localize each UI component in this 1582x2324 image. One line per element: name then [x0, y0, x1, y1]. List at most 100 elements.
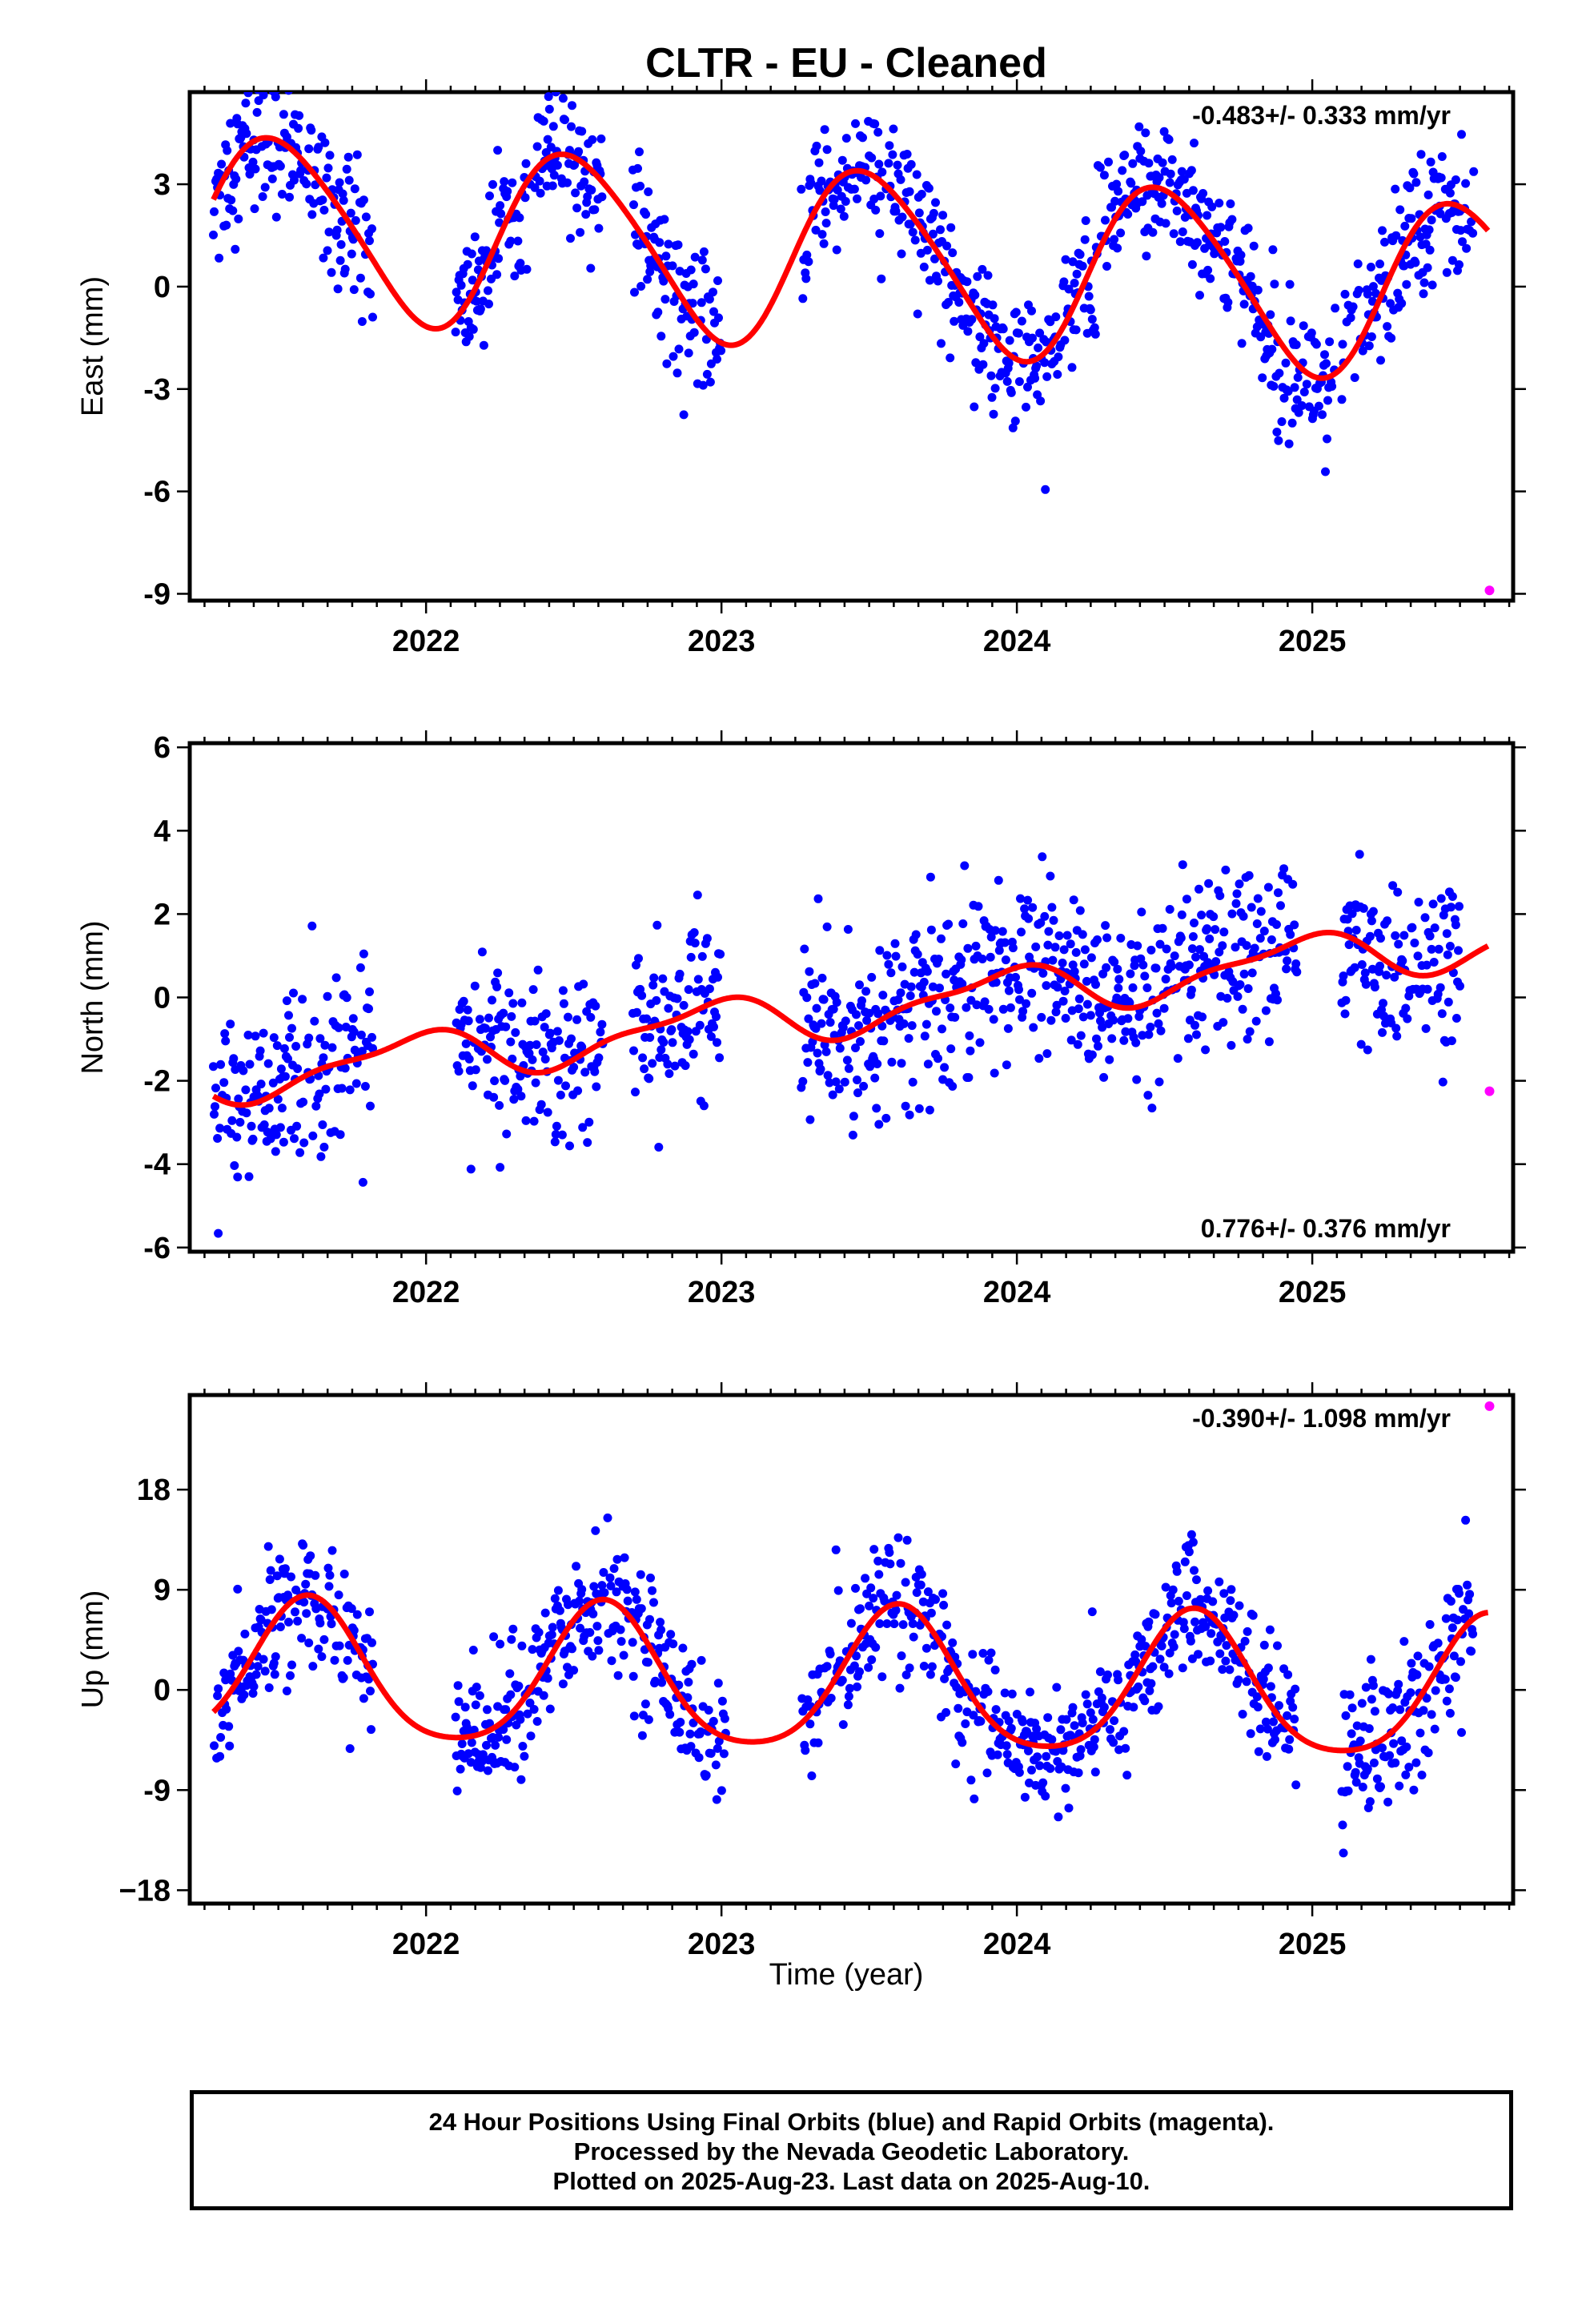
- final-orbit-point: [1075, 250, 1085, 259]
- final-orbit-point: [1367, 916, 1376, 926]
- final-orbit-point: [908, 1077, 917, 1087]
- final-orbit-point: [1002, 1060, 1011, 1070]
- final-orbit-point: [685, 1729, 695, 1739]
- final-orbit-point: [1071, 947, 1081, 957]
- final-orbit-point: [1042, 1049, 1052, 1059]
- final-orbit-point: [1337, 395, 1347, 404]
- final-orbit-point: [1048, 955, 1058, 965]
- final-orbit-point: [590, 205, 600, 215]
- final-orbit-point: [485, 191, 494, 201]
- final-orbit-point: [301, 1579, 311, 1589]
- final-orbit-point: [1383, 916, 1392, 926]
- final-orbit-point: [963, 327, 973, 336]
- final-orbit-point: [543, 135, 552, 144]
- final-orbit-point: [659, 1038, 669, 1047]
- final-orbit-point: [1407, 1659, 1416, 1668]
- final-orbit-point: [479, 340, 488, 350]
- final-orbit-point: [1114, 975, 1124, 984]
- final-orbit-point: [841, 197, 850, 206]
- final-orbit-point: [1028, 333, 1037, 343]
- final-orbit-point: [1074, 1004, 1083, 1014]
- final-orbit-point: [867, 972, 877, 982]
- final-orbit-point: [853, 1682, 861, 1691]
- final-orbit-point: [456, 280, 466, 290]
- final-orbit-point: [552, 160, 562, 170]
- final-orbit-point: [831, 1545, 841, 1554]
- final-orbit-point: [812, 1003, 821, 1013]
- final-orbit-point: [263, 1542, 273, 1551]
- final-orbit-point: [954, 1703, 963, 1713]
- final-orbit-point: [1463, 1580, 1472, 1590]
- final-orbit-point: [716, 950, 725, 959]
- final-orbit-point: [927, 1662, 937, 1671]
- final-orbit-point: [1238, 1710, 1247, 1719]
- final-orbit-point: [717, 1696, 727, 1706]
- final-orbit-point: [1433, 1638, 1443, 1648]
- final-orbit-point: [1461, 179, 1471, 188]
- final-orbit-point: [865, 1008, 874, 1018]
- final-orbit-point: [239, 1066, 248, 1076]
- final-orbit-point: [1279, 864, 1289, 874]
- final-orbit-point: [548, 1622, 557, 1632]
- final-orbit-point: [220, 1029, 230, 1039]
- final-orbit-point: [585, 1628, 595, 1637]
- final-orbit-point: [877, 1672, 887, 1682]
- final-orbit-point: [965, 1031, 974, 1040]
- final-orbit-point: [271, 92, 280, 102]
- final-orbit-point: [1240, 1636, 1250, 1646]
- final-orbit-point: [946, 1003, 955, 1013]
- final-orbit-point: [1427, 280, 1437, 290]
- final-orbit-point: [1227, 1040, 1236, 1050]
- final-orbit-point: [1420, 913, 1430, 923]
- final-orbit-point: [592, 1082, 601, 1092]
- final-orbit-point: [548, 181, 557, 191]
- final-orbit-point: [1422, 1694, 1431, 1703]
- final-orbit-point: [1447, 1623, 1457, 1633]
- final-orbit-point: [1283, 1670, 1293, 1679]
- final-orbit-point: [1221, 865, 1231, 875]
- final-orbit-point: [459, 996, 468, 1006]
- final-orbit-point: [606, 1581, 616, 1590]
- final-orbit-point: [1157, 1641, 1166, 1651]
- final-orbit-point: [484, 300, 493, 309]
- final-orbit-point: [889, 124, 898, 134]
- final-orbit-point: [1148, 1662, 1158, 1671]
- final-orbit-point: [661, 251, 671, 261]
- final-orbit-point: [1080, 235, 1090, 244]
- final-orbit-point: [222, 1704, 231, 1714]
- final-orbit-point: [820, 125, 829, 135]
- final-orbit-point: [1175, 237, 1185, 247]
- final-orbit-point: [1114, 983, 1123, 993]
- final-orbit-point: [705, 295, 714, 304]
- final-orbit-point: [1136, 147, 1146, 156]
- final-orbit-point: [813, 1738, 823, 1747]
- final-orbit-point: [1180, 1557, 1190, 1566]
- final-orbit-point: [1033, 1752, 1042, 1762]
- final-orbit-point: [910, 235, 920, 245]
- final-orbit-point: [1409, 169, 1419, 179]
- final-orbit-point: [912, 1588, 921, 1598]
- final-orbit-point: [684, 985, 693, 995]
- y-tick-label-east: -6: [143, 476, 171, 509]
- final-orbit-point: [349, 1626, 359, 1635]
- final-orbit-point: [517, 1641, 527, 1651]
- x-tick-label-north: 2024: [983, 1276, 1051, 1309]
- final-orbit-point: [1248, 1610, 1258, 1620]
- final-orbit-point: [1145, 1686, 1154, 1695]
- final-orbit-point: [1446, 1597, 1456, 1606]
- final-orbit-point: [221, 1675, 231, 1685]
- final-orbit-point: [1259, 1675, 1268, 1684]
- final-orbit-point: [1005, 336, 1014, 345]
- final-orbit-point: [1066, 1035, 1076, 1045]
- final-orbit-point: [1103, 1670, 1112, 1679]
- final-orbit-point: [814, 158, 824, 167]
- final-orbit-point: [1321, 467, 1330, 476]
- final-orbit-point: [1397, 299, 1407, 308]
- final-orbit-point: [231, 244, 240, 254]
- final-orbit-point: [605, 1573, 615, 1582]
- final-orbit-point: [575, 1596, 584, 1606]
- final-orbit-point: [837, 1675, 847, 1685]
- final-orbit-point: [709, 1716, 718, 1726]
- final-orbit-point: [231, 175, 241, 184]
- final-orbit-point: [290, 175, 299, 185]
